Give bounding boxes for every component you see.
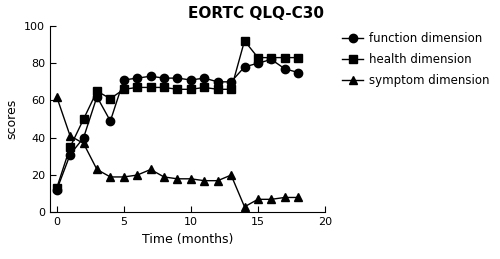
health dimension (255, 56, 261, 59)
function dimension (242, 65, 248, 68)
function dimension (228, 80, 234, 83)
function dimension (214, 80, 220, 83)
health dimension (202, 86, 207, 89)
symptom dimension (94, 168, 100, 171)
Line: health dimension: health dimension (52, 37, 302, 192)
symptom dimension (67, 134, 73, 138)
X-axis label: Time (months): Time (months) (142, 233, 233, 246)
symptom dimension (188, 177, 194, 180)
health dimension (80, 118, 86, 121)
health dimension (94, 90, 100, 93)
health dimension (67, 146, 73, 149)
symptom dimension (268, 198, 274, 201)
Y-axis label: scores: scores (6, 99, 18, 139)
symptom dimension (282, 196, 288, 199)
function dimension (202, 77, 207, 80)
health dimension (161, 86, 167, 89)
function dimension (282, 67, 288, 70)
function dimension (80, 136, 86, 139)
function dimension (67, 153, 73, 156)
symptom dimension (161, 175, 167, 178)
function dimension (174, 77, 180, 80)
health dimension (188, 88, 194, 91)
function dimension (188, 78, 194, 82)
symptom dimension (148, 168, 154, 171)
symptom dimension (242, 205, 248, 208)
function dimension (268, 58, 274, 61)
symptom dimension (80, 142, 86, 145)
health dimension (214, 88, 220, 91)
Line: symptom dimension: symptom dimension (52, 93, 302, 211)
Title: EORTC QLQ-C30: EORTC QLQ-C30 (188, 5, 324, 20)
function dimension (295, 71, 301, 74)
symptom dimension (214, 179, 220, 182)
health dimension (54, 186, 60, 190)
symptom dimension (54, 95, 60, 98)
symptom dimension (295, 196, 301, 199)
symptom dimension (228, 174, 234, 177)
function dimension (148, 75, 154, 78)
function dimension (255, 62, 261, 65)
health dimension (228, 88, 234, 91)
symptom dimension (108, 175, 114, 178)
function dimension (54, 189, 60, 192)
symptom dimension (174, 177, 180, 180)
health dimension (268, 56, 274, 59)
symptom dimension (121, 175, 127, 178)
function dimension (108, 119, 114, 123)
health dimension (174, 88, 180, 91)
function dimension (94, 95, 100, 98)
health dimension (242, 39, 248, 42)
function dimension (161, 77, 167, 80)
health dimension (108, 97, 114, 100)
health dimension (295, 56, 301, 59)
health dimension (121, 88, 127, 91)
symptom dimension (255, 198, 261, 201)
Line: function dimension: function dimension (52, 55, 302, 194)
Legend: function dimension, health dimension, symptom dimension: function dimension, health dimension, sy… (342, 32, 490, 87)
health dimension (282, 56, 288, 59)
function dimension (134, 77, 140, 80)
health dimension (148, 86, 154, 89)
symptom dimension (134, 174, 140, 177)
function dimension (121, 78, 127, 82)
symptom dimension (202, 179, 207, 182)
health dimension (134, 86, 140, 89)
